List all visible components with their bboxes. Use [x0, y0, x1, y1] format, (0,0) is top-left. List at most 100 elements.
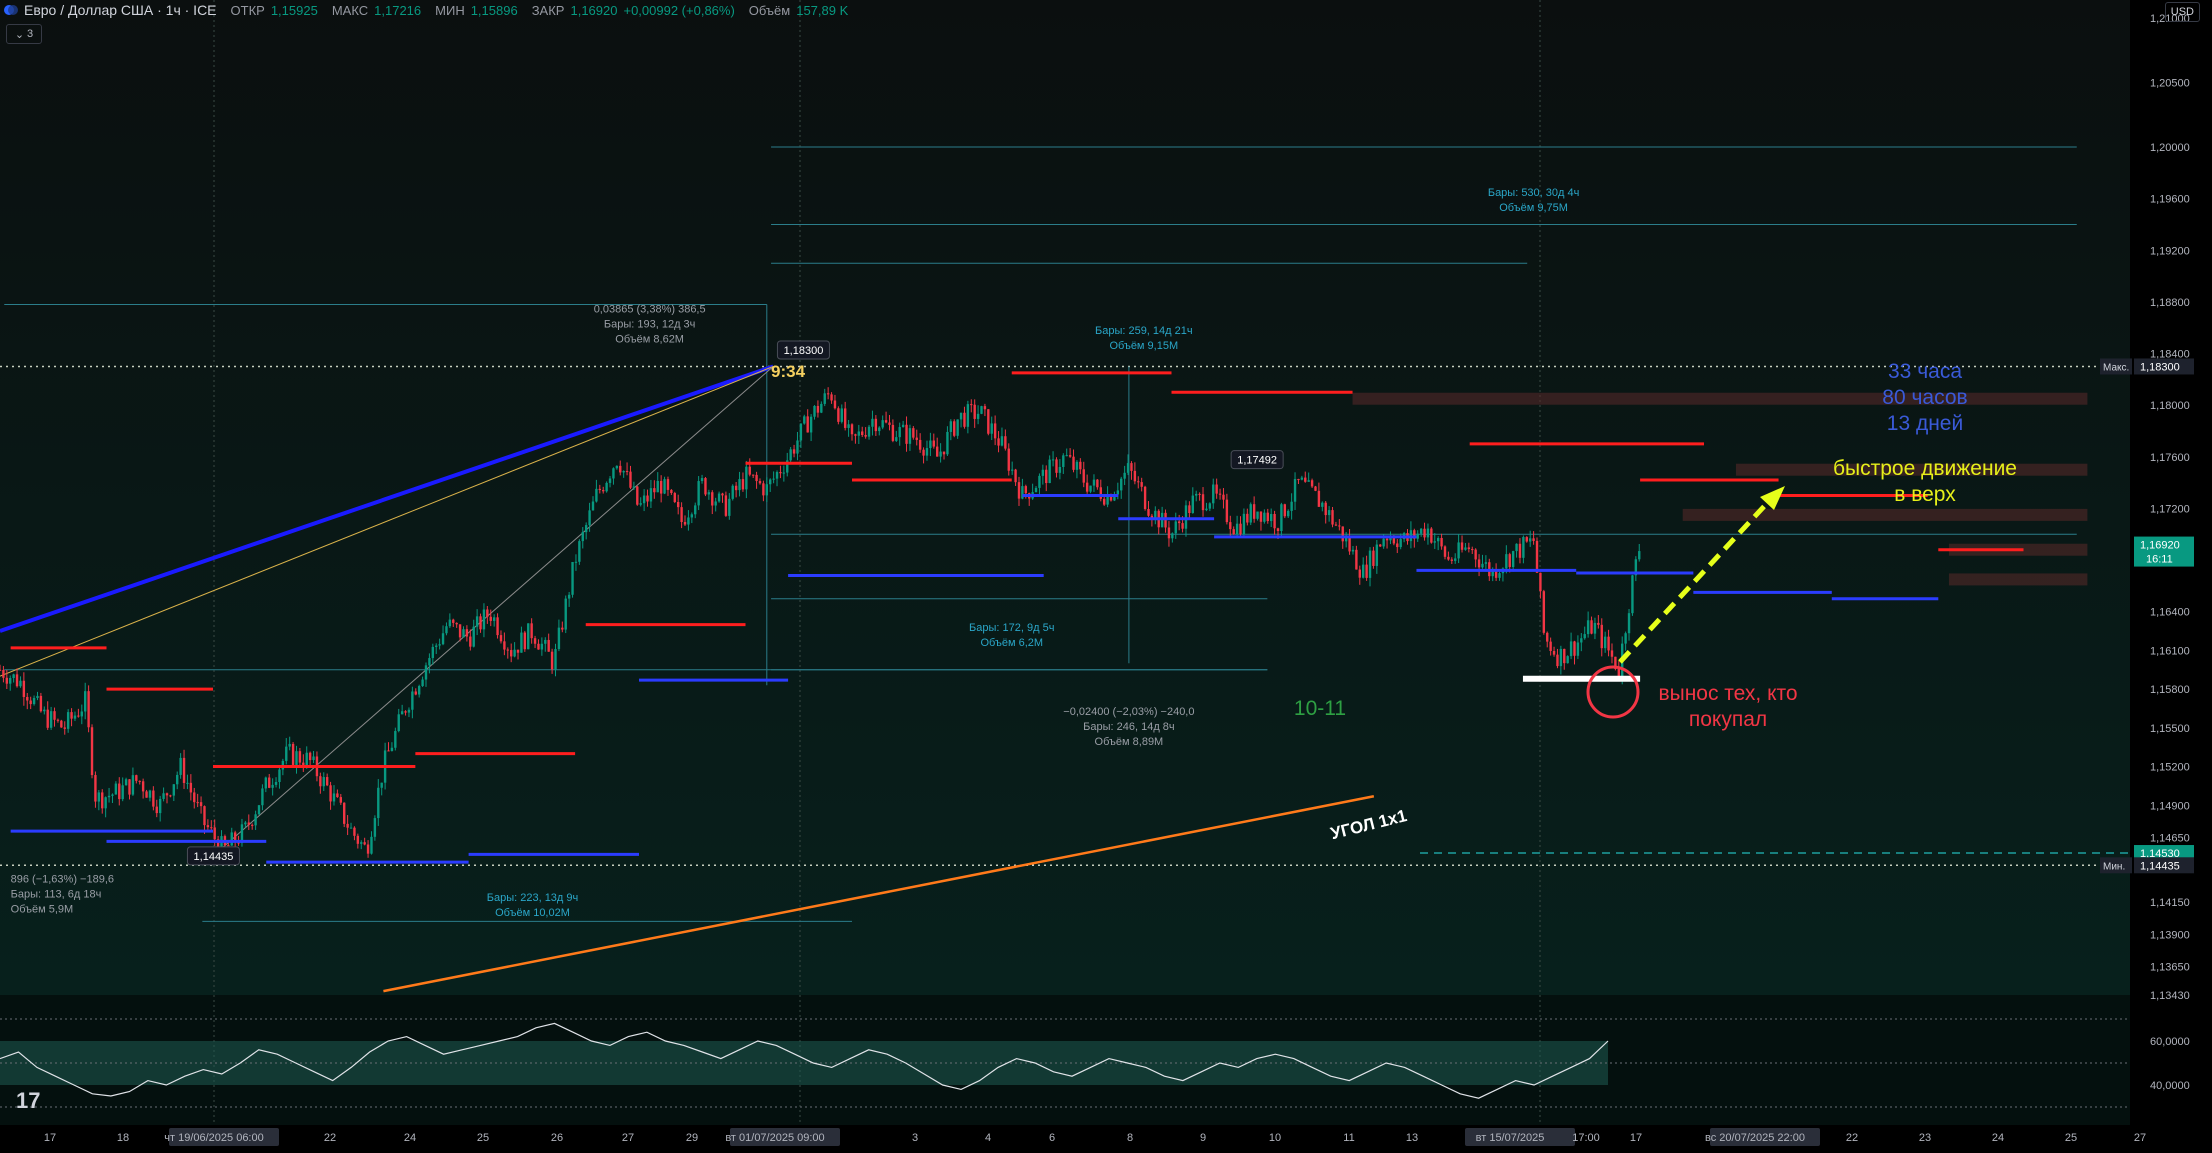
price-axis — [2130, 0, 2212, 1153]
candle-body — [486, 609, 489, 617]
candle-body — [997, 438, 1000, 446]
price-label-box — [2134, 845, 2194, 862]
candle-body — [1392, 538, 1396, 544]
candle-body — [1208, 503, 1212, 509]
candle-body — [901, 424, 905, 428]
candle-body — [39, 695, 43, 712]
candle-body — [1614, 656, 1617, 669]
candle-body — [5, 677, 9, 684]
candle-body — [510, 650, 513, 657]
candle-body — [704, 478, 707, 495]
candle-body — [390, 747, 394, 751]
x-tick-label: 17 — [1630, 1132, 1642, 1144]
y-tick-label: 1,20500 — [2150, 78, 2190, 90]
x-tick-label: 27 — [622, 1132, 634, 1144]
x-tick-label: 22 — [1846, 1132, 1858, 1144]
candle-body — [193, 792, 196, 803]
indicators-toggle-button[interactable]: ⌄ 3 — [6, 24, 42, 44]
candle-body — [990, 423, 993, 434]
candle-body — [1133, 470, 1137, 482]
x-tick-label: 17:00 — [1572, 1132, 1600, 1144]
candle-body — [765, 484, 768, 496]
yellow-trendline — [0, 366, 774, 677]
candle-body — [1546, 632, 1549, 642]
measure-text: Объём 10,02M — [495, 907, 570, 919]
open-value: 1,15925 — [270, 2, 318, 18]
fast-move-annotation: в верх — [1894, 483, 1956, 506]
candle-body — [1075, 461, 1079, 470]
candle-body — [1198, 493, 1201, 495]
candle-body — [1351, 549, 1355, 552]
candle-body — [796, 440, 799, 454]
candle-body — [1017, 482, 1021, 499]
candle-body — [1474, 549, 1477, 560]
candle-body — [564, 598, 567, 630]
candle-body — [1498, 573, 1501, 578]
candle-body — [1484, 562, 1488, 564]
low-value: 1,15896 — [470, 2, 518, 18]
candle-body — [288, 743, 291, 747]
measure-text: Объём 5,9M — [11, 904, 74, 916]
candle-body — [1426, 528, 1430, 538]
measure-text: 896 (−1,63%) −189,6 — [11, 874, 114, 886]
candle-body — [1355, 549, 1358, 570]
count-annotation: 80 часов — [1882, 386, 1967, 409]
candle-body — [830, 394, 833, 401]
candle-body — [1317, 490, 1321, 507]
candle-body — [789, 449, 792, 461]
candle-body — [1058, 466, 1062, 473]
candle-body — [414, 691, 417, 695]
candle-body — [305, 752, 308, 767]
candle-body — [1310, 480, 1314, 487]
candle-body — [1368, 550, 1372, 578]
candle-body — [63, 727, 66, 729]
candle-body — [1600, 624, 1603, 649]
candle-body — [544, 639, 547, 644]
candle-body — [1068, 455, 1072, 457]
y-tick-label: 1,13650 — [2150, 962, 2190, 974]
y-tick-label: 1,21000 — [2150, 13, 2190, 25]
candle-body — [186, 782, 189, 784]
candle-body — [407, 709, 411, 713]
candle-body — [1634, 559, 1638, 576]
volume-value: 157,89 K — [796, 2, 849, 18]
candle-body — [871, 418, 874, 427]
candle-body — [602, 490, 605, 492]
candle-body — [1586, 620, 1590, 635]
candle-body — [629, 471, 632, 488]
candle-body — [1324, 502, 1327, 516]
candle-body — [680, 507, 683, 523]
candle-body — [1079, 461, 1082, 470]
candle-body — [803, 416, 806, 424]
candle-body — [772, 478, 775, 480]
symbol-title[interactable]: Евро / Доллар США · 1ч · ICE — [24, 2, 217, 18]
candle-body — [1007, 448, 1010, 471]
price-callout-text: 1,14435 — [194, 851, 234, 863]
candle-body — [670, 489, 673, 494]
price-pane — [0, 0, 2130, 995]
candle-body — [653, 488, 656, 493]
candle-body — [1610, 650, 1614, 657]
candle-body — [94, 775, 97, 802]
candle-body — [1631, 575, 1634, 614]
x-tick-label: вт 01/07/2025 09:00 — [725, 1132, 824, 1144]
candle-body — [1477, 559, 1481, 568]
candle-body — [332, 793, 336, 802]
candle-body — [1413, 530, 1416, 539]
currency-button[interactable]: USD — [2164, 2, 2200, 22]
candle-body — [1539, 572, 1542, 592]
candle-body — [666, 479, 670, 490]
candle-body — [748, 466, 751, 475]
candle-body — [1300, 477, 1304, 480]
time-mark: 9:34 — [771, 362, 806, 381]
candle-body — [15, 674, 19, 687]
price-label-name: Мин. — [2103, 861, 2125, 872]
candle-body — [1099, 487, 1102, 499]
candle-body — [687, 517, 690, 525]
candle-body — [22, 680, 26, 697]
candle-body — [775, 472, 779, 479]
candle-body — [428, 658, 431, 666]
candle-body — [1082, 469, 1085, 483]
candle-body — [363, 842, 366, 845]
